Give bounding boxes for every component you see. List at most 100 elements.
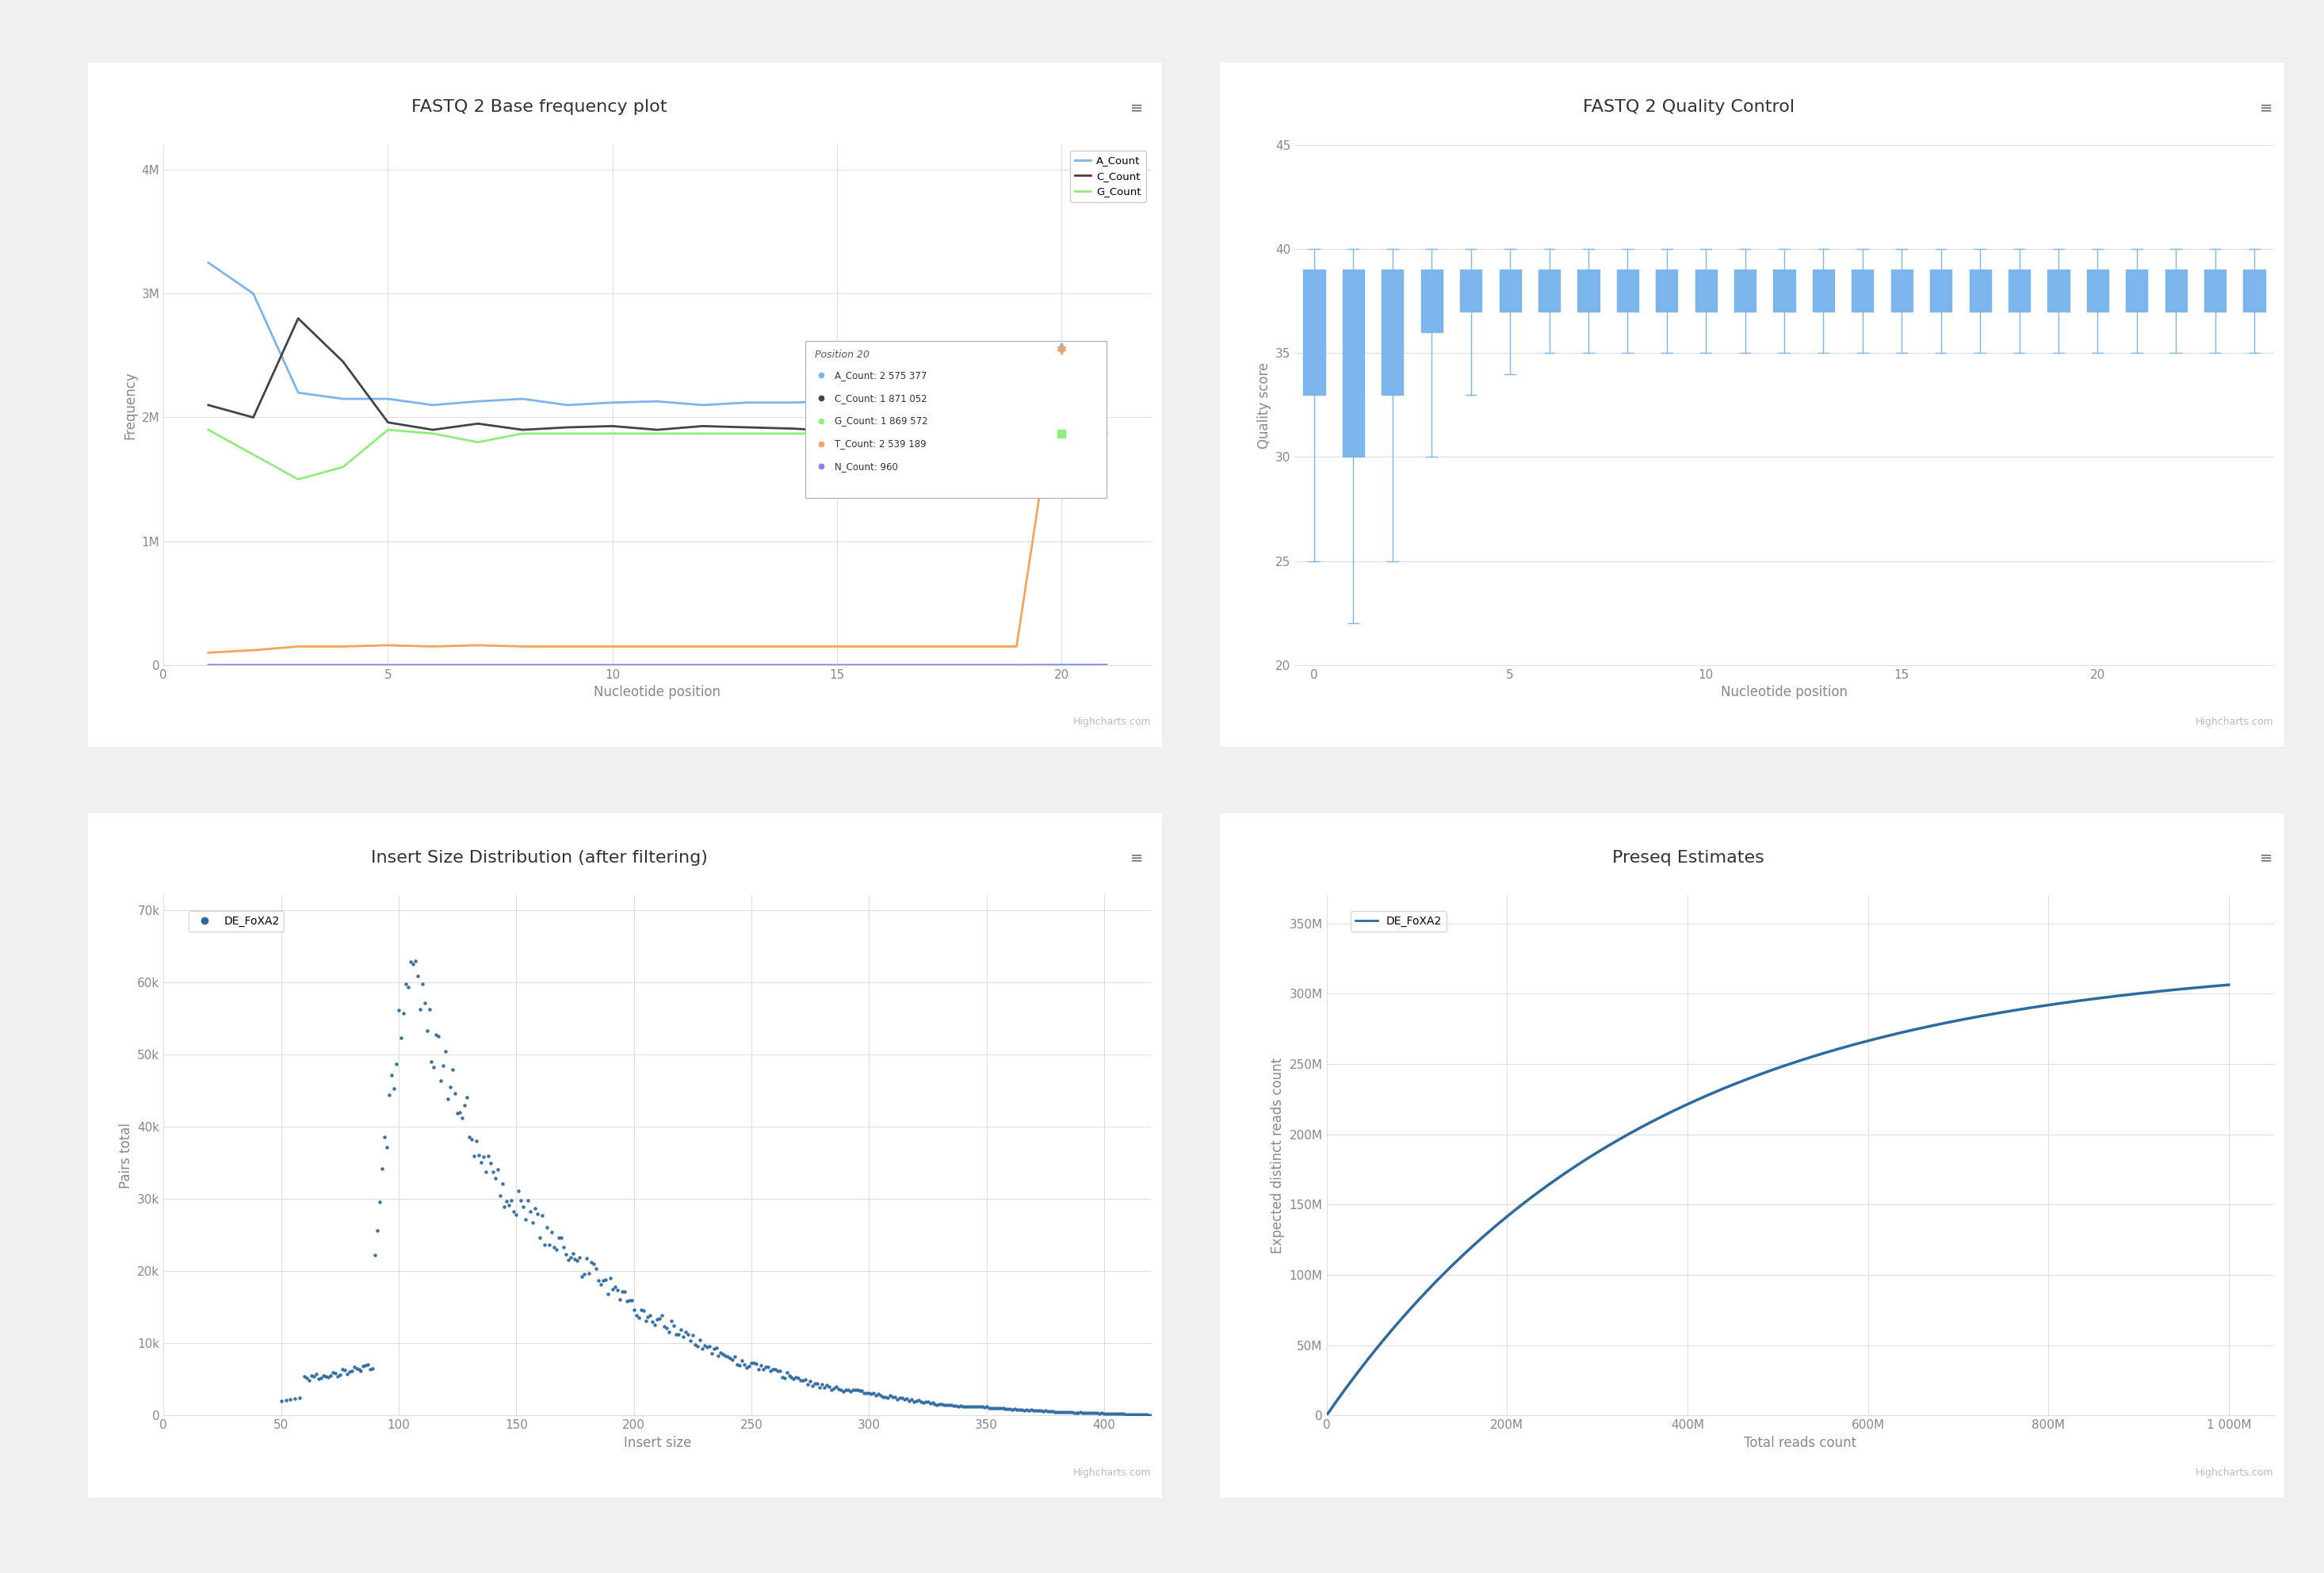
Text: A_Count: 2 575 377: A_Count: 2 575 377 [834, 370, 927, 381]
Point [444, 1106, 481, 1131]
Point [892, 1387, 930, 1413]
Point [962, 1394, 999, 1419]
Point [830, 1378, 867, 1403]
Point [753, 1357, 790, 1383]
Point [806, 1375, 844, 1400]
Point [648, 1315, 686, 1340]
Point [799, 1372, 837, 1397]
Point [918, 1392, 955, 1417]
Point [400, 964, 437, 989]
Point [576, 1251, 614, 1276]
Point [541, 1225, 579, 1251]
PathPatch shape [1618, 271, 1638, 311]
Point [930, 1392, 967, 1417]
Point [614, 1287, 651, 1312]
Point [481, 1183, 518, 1208]
Point [851, 1381, 888, 1406]
Point [579, 1255, 616, 1280]
Point [925, 1392, 962, 1417]
Point [641, 1306, 679, 1331]
Point [616, 1298, 653, 1323]
Point [937, 1394, 974, 1419]
Point [609, 1288, 646, 1313]
Point [449, 1085, 486, 1111]
Text: Highcharts.com: Highcharts.com [1074, 1468, 1150, 1477]
PathPatch shape [2047, 271, 2068, 311]
Point [985, 1395, 1023, 1420]
Text: Highcharts.com: Highcharts.com [2196, 717, 2273, 727]
Point [339, 1356, 376, 1381]
Point [1062, 1400, 1099, 1425]
Point [909, 1389, 946, 1414]
Point [593, 1265, 630, 1290]
Point [304, 1364, 342, 1389]
Point [430, 1087, 467, 1112]
Point [611, 1288, 648, 1313]
Point [783, 1367, 820, 1392]
Point [995, 1397, 1032, 1422]
Point [865, 1384, 902, 1409]
Point [409, 1018, 446, 1043]
Point [358, 1218, 395, 1243]
Point [311, 1362, 349, 1387]
Point [660, 1321, 697, 1346]
PathPatch shape [2205, 271, 2226, 311]
Point [855, 1381, 892, 1406]
Point [386, 1000, 423, 1026]
Point [709, 1343, 746, 1369]
Point [567, 1246, 604, 1271]
Point [762, 1365, 799, 1391]
Point [902, 1389, 939, 1414]
Point [558, 1249, 595, 1274]
Point [923, 1392, 960, 1417]
Point [967, 1395, 1004, 1420]
Point [1078, 1400, 1116, 1425]
Point [337, 1356, 374, 1381]
Point [976, 1395, 1013, 1420]
Point [1034, 1398, 1071, 1424]
Point [495, 1199, 532, 1224]
PathPatch shape [2008, 271, 2031, 311]
Point [969, 1394, 1006, 1419]
Point [744, 1356, 781, 1381]
Point [1002, 1397, 1039, 1422]
Point [899, 1387, 937, 1413]
Point [704, 1342, 741, 1367]
Point [293, 1364, 330, 1389]
Point [630, 1304, 667, 1329]
Point [1111, 1402, 1148, 1427]
Point [1020, 1398, 1057, 1424]
Point [1067, 1400, 1104, 1425]
Point [686, 1332, 723, 1357]
Point [813, 1378, 851, 1403]
Point [553, 1241, 590, 1266]
Point [885, 1387, 923, 1413]
Point [1018, 1398, 1055, 1424]
Y-axis label: Expected distinct reads count: Expected distinct reads count [1271, 1057, 1285, 1254]
Point [957, 1394, 995, 1419]
Point [300, 1365, 337, 1391]
Point [346, 1353, 383, 1378]
Text: Position 20: Position 20 [813, 349, 869, 360]
Point [706, 1343, 744, 1369]
Point [644, 1302, 681, 1328]
Point [1104, 1402, 1141, 1427]
Point [621, 1306, 658, 1331]
Point [488, 1189, 525, 1214]
Point [328, 1362, 365, 1387]
Point [913, 1391, 951, 1416]
Point [1097, 1402, 1134, 1427]
Point [681, 1328, 718, 1353]
Point [772, 1364, 809, 1389]
Point [823, 1376, 860, 1402]
Point [988, 1397, 1025, 1422]
Point [658, 1321, 695, 1346]
Legend: A_Count, C_Count, G_Count: A_Count, C_Count, G_Count [1069, 151, 1146, 201]
Point [881, 1384, 918, 1409]
Point [676, 1332, 713, 1357]
Text: Preseq Estimates: Preseq Estimates [1613, 849, 1764, 865]
Point [565, 1262, 602, 1287]
Point [818, 1375, 855, 1400]
Point [360, 1189, 397, 1214]
Point [867, 1384, 904, 1409]
